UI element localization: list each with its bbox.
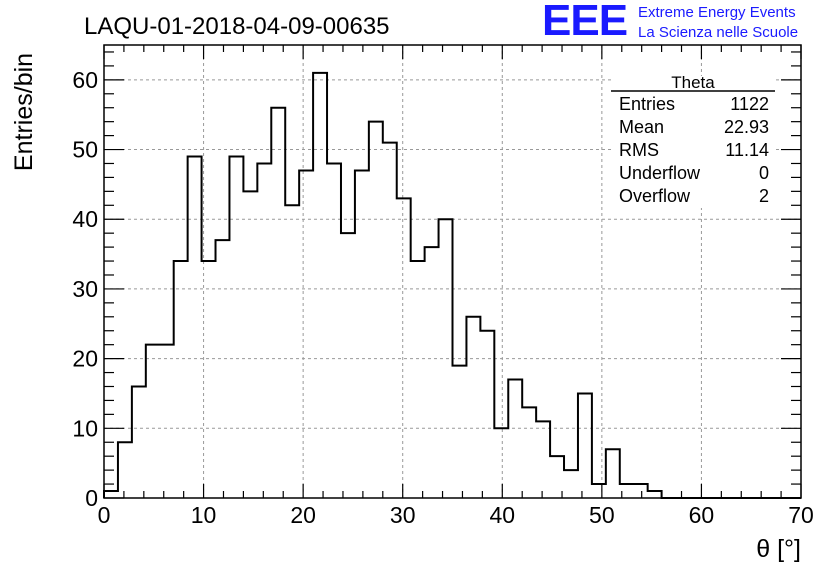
histogram-bar [578, 393, 592, 498]
x-tick-label: 70 [788, 502, 814, 528]
histogram-bar [174, 261, 188, 498]
histogram-bar [271, 108, 285, 498]
histogram-bar [480, 331, 494, 498]
histogram-bar [411, 261, 425, 498]
x-tick-label: 0 [98, 502, 111, 528]
x-tick-label: 60 [689, 502, 715, 528]
histogram-bar [453, 366, 467, 498]
y-tick-label: 30 [72, 276, 98, 302]
chart-title: LAQU-01-2018-04-09-00635 [84, 13, 390, 40]
stats-row-value: 22.93 [724, 117, 769, 137]
stats-row-value: 1122 [730, 94, 769, 114]
histogram-bar [202, 261, 216, 498]
logo-line-2: La Scienza nelle Scuole [638, 24, 799, 41]
stats-title: Theta [671, 73, 715, 92]
histogram-bar [160, 345, 174, 498]
plot-frame [103, 44, 802, 499]
stats-box-background [611, 76, 775, 208]
stats-row-value: 2 [759, 186, 769, 206]
x-tick-label: 10 [191, 502, 217, 528]
histogram-bar [257, 163, 271, 498]
x-tick-label: 50 [589, 502, 615, 528]
logo-mark: EEE [542, 0, 628, 45]
x-axis-label: θ [°] [756, 535, 801, 563]
x-tick-label: 40 [489, 502, 515, 528]
histogram-bar [466, 317, 480, 498]
histogram-bar [592, 484, 606, 498]
histogram-bar [299, 170, 313, 498]
stats-row-label: Mean [619, 117, 664, 137]
stats-row-value: 0 [759, 163, 769, 183]
histogram-bar [229, 157, 243, 498]
histogram-bar [104, 491, 118, 498]
y-tick-label: 50 [72, 137, 98, 163]
stats-row-value: 11.14 [725, 140, 769, 160]
histogram-bar [383, 143, 397, 498]
histogram-bar [313, 73, 327, 498]
histogram-bar [132, 386, 146, 498]
histogram-bar [494, 428, 508, 498]
histogram-bar [188, 157, 202, 498]
histogram-bar [118, 442, 132, 498]
histogram-bar [341, 233, 355, 498]
y-tick-label: 60 [72, 67, 98, 93]
histogram-bar [425, 247, 439, 498]
histogram-bar [327, 163, 341, 498]
stats-row-label: RMS [619, 140, 659, 160]
stats-row-label: Overflow [619, 186, 691, 206]
histogram-bar [648, 491, 662, 498]
histogram-bar [550, 456, 564, 498]
y-tick-label: 40 [72, 206, 98, 232]
stats-row-label: Underflow [619, 163, 701, 183]
histogram-bar [216, 240, 230, 498]
y-axis-label: Entries/bin [10, 53, 38, 171]
histogram-bar [285, 205, 299, 498]
logo-line-1: Extreme Energy Events [638, 4, 796, 21]
histogram-bar [536, 421, 550, 498]
x-tick-label: 20 [290, 502, 316, 528]
histogram-bar [355, 170, 369, 498]
y-tick-label: 10 [72, 415, 98, 441]
stats-box: Theta Entries 1122 Mean 22.93 RMS 11.14 Underf… [611, 73, 775, 208]
histogram-bar [243, 191, 257, 498]
x-tick-label: 30 [390, 502, 416, 528]
histogram-outline [103, 71, 801, 499]
histogram-bar [508, 380, 522, 498]
stats-row-label: Entries [619, 94, 675, 114]
eee-logo: EEE Extreme Energy Events La Scienza nel… [540, 0, 836, 46]
histogram-bar [439, 219, 453, 498]
y-tick-label: 0 [85, 485, 98, 511]
histogram-bar [146, 345, 160, 498]
histogram-bar [522, 407, 536, 498]
y-tick-label: 20 [72, 346, 98, 372]
histogram-bar [397, 198, 411, 498]
histogram-bar [606, 449, 620, 498]
histogram-bar [564, 470, 578, 498]
histogram-bar [634, 484, 648, 498]
histogram-bar [620, 484, 634, 498]
histogram-bar [369, 122, 383, 498]
